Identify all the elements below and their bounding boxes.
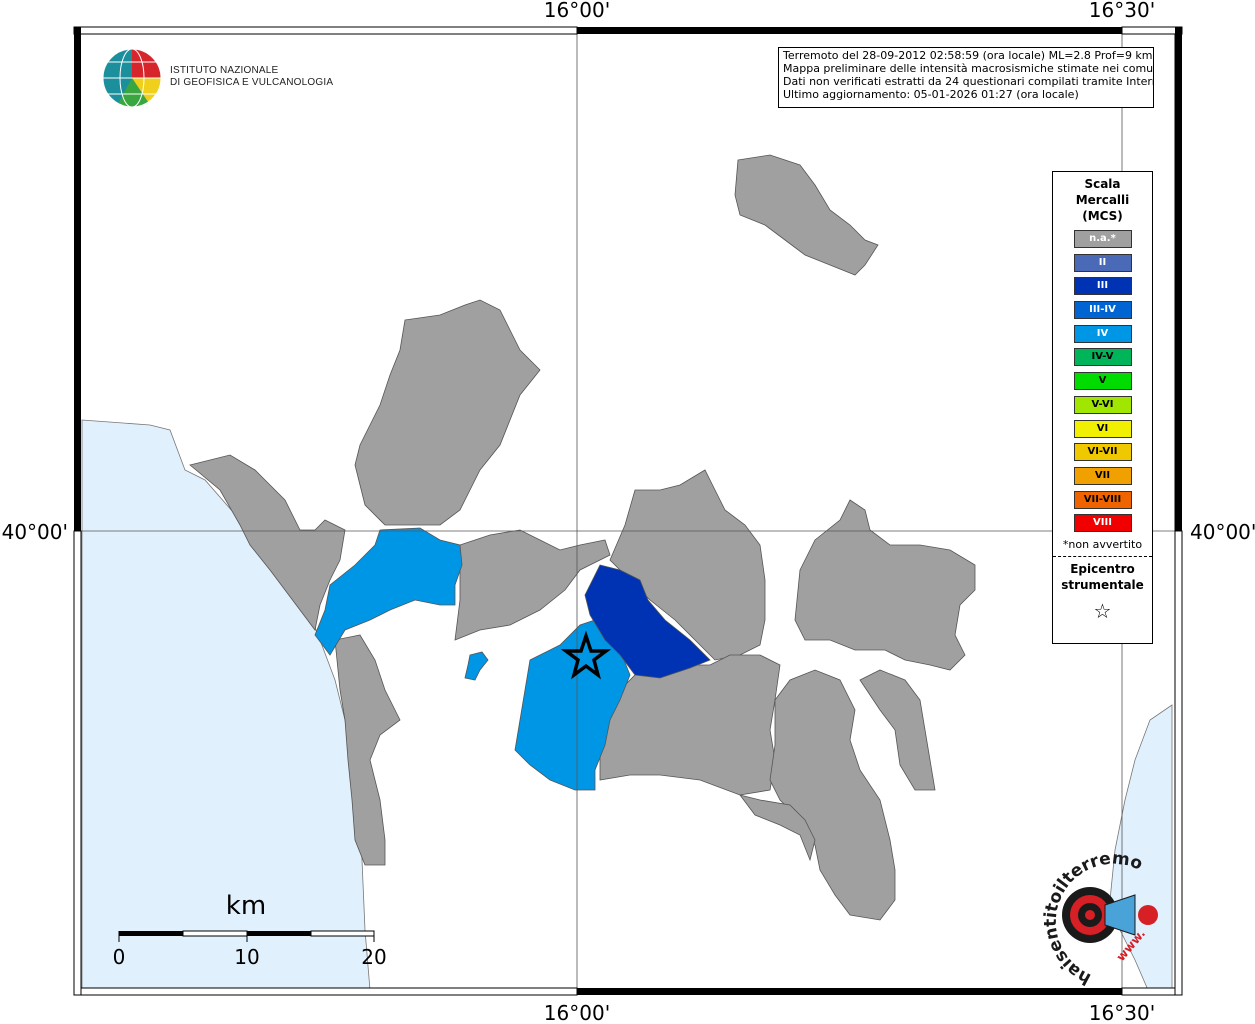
municipality-west-coast bbox=[189, 454, 346, 631]
legend-swatch-iv-v: IV-V bbox=[1073, 348, 1132, 367]
municipality-east bbox=[794, 499, 976, 671]
event-info-box: Terremoto del 28-09-2012 02:58:59 (ora l… bbox=[778, 47, 1154, 108]
epicenter-star bbox=[560, 630, 612, 680]
legend-title: Scala Mercalli (MCS) bbox=[1053, 176, 1152, 224]
legend-title-line2: Mercalli bbox=[1075, 193, 1130, 207]
scale-tick-20: 20 bbox=[361, 945, 386, 969]
legend-swatch-vi-vii: VI-VII bbox=[1073, 443, 1132, 462]
map-frame bbox=[73, 26, 1183, 996]
ingv-globe-icon bbox=[102, 48, 162, 108]
municipality-iv-west bbox=[314, 527, 463, 656]
legend-epicenter-line2: strumentale bbox=[1061, 577, 1144, 592]
institute-name-line2: DI GEOFISICA E VULCANOLOGIA bbox=[170, 77, 334, 88]
municipality-coast-south bbox=[334, 634, 401, 866]
legend-epicenter-label: Epicentro strumentale bbox=[1053, 561, 1152, 593]
municipality-iv-small bbox=[464, 651, 489, 681]
legend-epicenter-line1: Epicentro bbox=[1070, 561, 1135, 576]
event-info-line2: Mappa preliminare delle intensità macros… bbox=[783, 62, 1154, 75]
legend-swatch-n-a: n.a.* bbox=[1073, 230, 1132, 248]
institute-name: ISTITUTO NAZIONALE DI GEOFISICA E VULCAN… bbox=[170, 65, 333, 89]
lon-label-top-left: 16°00' bbox=[544, 0, 610, 22]
scale-tick-0: 0 bbox=[113, 945, 126, 969]
municipalities-not-available bbox=[189, 154, 976, 921]
legend-swatches: n.a.* II III III-IV IV IV-V V V-VI VI VI-VII VII VI… bbox=[1053, 230, 1152, 533]
event-info-line1: Terremoto del 28-09-2012 02:58:59 (ora l… bbox=[783, 49, 1153, 62]
legend-swatch-vii-viii: VII-VIII bbox=[1073, 490, 1132, 509]
lon-label-top-right: 16°30' bbox=[1089, 0, 1155, 22]
legend-title-line3: (MCS) bbox=[1082, 209, 1123, 223]
institute-name-line1: ISTITUTO NAZIONALE bbox=[170, 65, 279, 76]
legend-swatch-vii: VII bbox=[1073, 466, 1132, 485]
legend-note: *non avvertito bbox=[1062, 537, 1143, 551]
municipality-southeast-b bbox=[859, 669, 936, 791]
municipality-northeast-island bbox=[734, 154, 879, 276]
event-info-line3: Dati non verificati estratti da 24 quest… bbox=[783, 75, 1154, 88]
scale-bar: km 0 10 20 bbox=[113, 891, 387, 969]
legend-title-line1: Scala bbox=[1084, 177, 1121, 191]
lat-label-left: 40°00' bbox=[2, 520, 68, 544]
legend-swatch-iv: IV bbox=[1073, 324, 1132, 343]
lon-label-bottom-left: 16°00' bbox=[544, 1001, 610, 1024]
municipality-south-b bbox=[739, 794, 816, 862]
municipality-north bbox=[354, 299, 541, 526]
legend-swatch-viii: VIII bbox=[1073, 514, 1132, 533]
sea-west bbox=[81, 419, 371, 991]
event-info-line4: Ultimo aggiornamento: 05-01-2026 01:27 (… bbox=[783, 88, 1079, 101]
municipality-intensity-iii bbox=[584, 564, 711, 679]
municipality-northeast-a bbox=[609, 469, 766, 661]
legend-swatch-ii: II bbox=[1073, 253, 1132, 272]
scale-tick-10: 10 bbox=[234, 945, 259, 969]
legend-swatch-v-vi: V-VI bbox=[1073, 395, 1132, 414]
legend-swatch-v: V bbox=[1073, 372, 1132, 391]
legend-star-icon: ☆ bbox=[1093, 598, 1112, 623]
municipality-center-north bbox=[454, 529, 611, 641]
legend-swatch-iii: III bbox=[1073, 277, 1132, 296]
intensity-legend: Scala Mercalli (MCS) n.a.* II III III-IV IV I… bbox=[1052, 171, 1153, 644]
legend-swatch-iii-iv: III-IV bbox=[1073, 301, 1132, 320]
lat-label-right: 40°00' bbox=[1190, 520, 1255, 544]
lon-label-bottom-right: 16°30' bbox=[1089, 1001, 1155, 1024]
legend-divider bbox=[1053, 555, 1152, 557]
scale-unit: km bbox=[226, 891, 266, 921]
legend-swatch-vi: VI bbox=[1073, 419, 1132, 438]
